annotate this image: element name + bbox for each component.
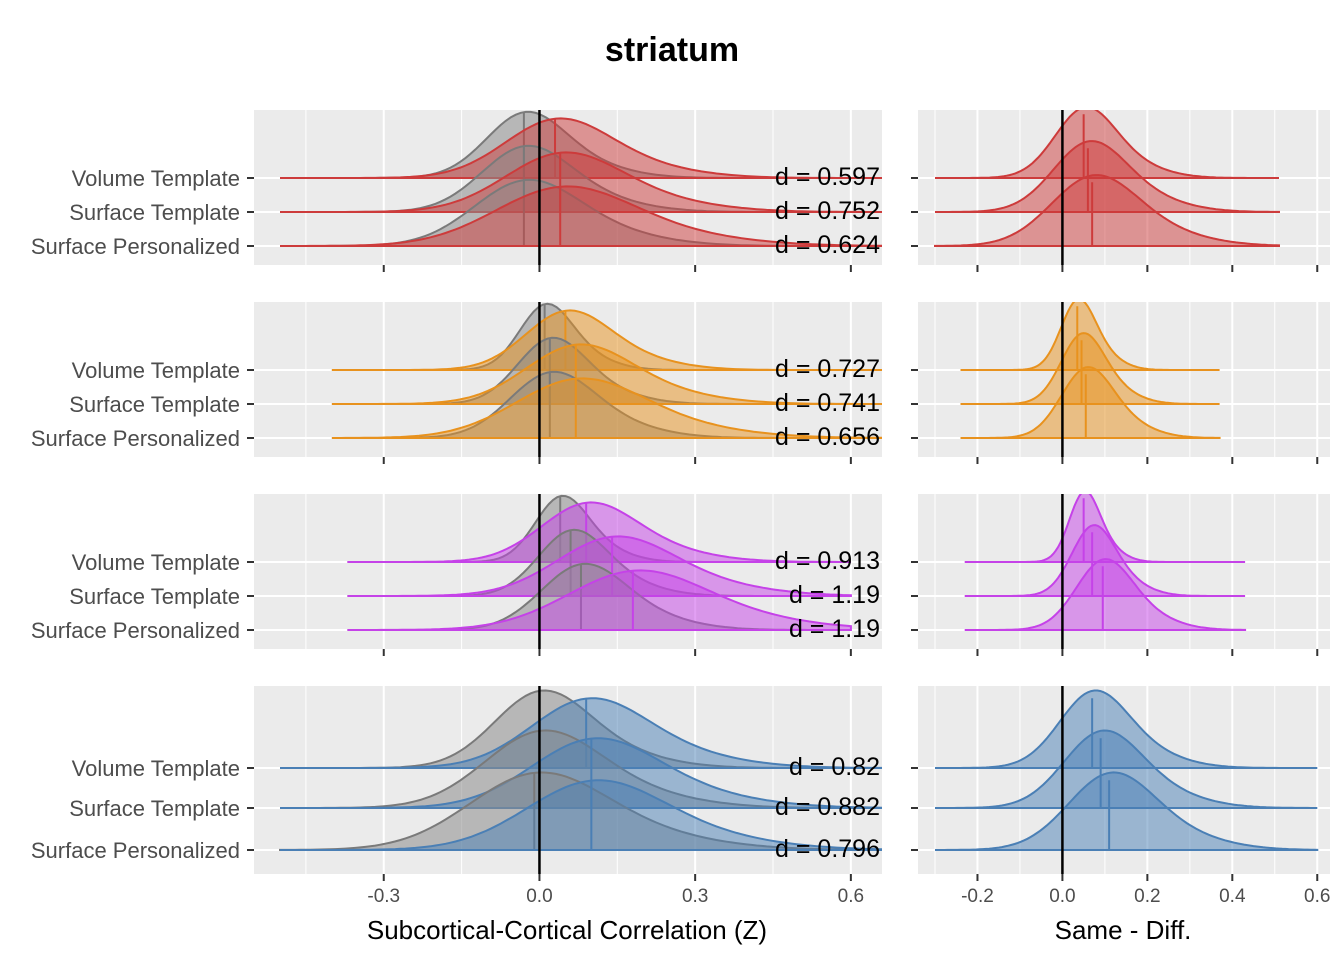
y-axis-label: Surface Template [69,796,240,821]
right-x-tick-label: 0.0 [1049,886,1075,907]
effect-size-label: d = 0.741 [775,389,880,417]
y-axis-label: Surface Template [69,200,240,225]
difference-density-ridge [964,558,1247,631]
difference-density-ridge [935,110,1279,179]
effect-size-label: d = 0.597 [775,163,880,191]
right-x-tick-label: -0.2 [961,886,994,907]
left-ridges [279,689,882,851]
left-ridges [347,494,852,631]
chart-title: striatum [605,31,739,69]
y-axis-label: Volume Template [72,756,240,781]
left-x-axis-title: Subcortical-Cortical Correlation (Z) [367,915,767,945]
left-x-tick-label: 0.3 [682,886,708,907]
difference-density-ridge [964,494,1246,563]
same-density-ridge [347,569,852,631]
effect-size-label: d = 1.19 [789,615,880,643]
same-density-ridge [280,185,882,247]
y-axis-label: Surface Personalized [31,618,240,643]
left-x-tick-label: -0.3 [367,886,400,907]
same-density-ridge [331,309,882,371]
same-density-ridge [331,377,882,439]
y-axis-label: Volume Template [72,166,240,191]
y-axis-label: Surface Personalized [31,234,240,259]
same-density-ridge [331,343,882,405]
same-density-ridge [280,117,882,179]
right-x-tick-label: 0.4 [1219,886,1246,907]
left-x-tick-label: 0.6 [838,886,864,907]
effect-size-label: d = 0.752 [775,197,880,225]
y-axis-label: Surface Personalized [31,426,240,451]
effect-size-label: d = 1.19 [789,581,880,609]
effect-size-label: d = 0.727 [775,355,880,383]
y-axis-label: Surface Template [69,392,240,417]
right-x-tick-label: 0.2 [1134,886,1160,907]
left-x-tick-label: 0.0 [526,886,552,907]
difference-density-ridge [960,366,1221,439]
plot-layer: d = 0.597 d = 0.752 d = 0.624 Volume Templa… [31,110,1330,907]
same-density-ridge [280,779,882,851]
y-axis-label: Surface Personalized [31,838,240,863]
difference-density-ridge [935,689,1318,769]
right-ridges [964,494,1247,631]
left-ridges [331,302,882,439]
effect-size-label: d = 0.656 [775,423,880,451]
right-ridges [935,689,1319,851]
right-ridges [934,110,1280,247]
effect-size-label: d = 0.624 [775,231,880,259]
y-axis-label: Volume Template [72,550,240,575]
difference-density-ridge [934,174,1280,247]
y-axis-label: Surface Template [69,584,240,609]
difference-density-ridge [935,771,1319,851]
effect-size-label: d = 0.882 [775,793,880,821]
effect-size-label: d = 0.913 [775,547,880,575]
right-x-axis-title: Same - Diff. [1055,915,1192,945]
right-ridges [960,302,1221,439]
difference-density-ridge [935,729,1318,809]
effect-size-label: d = 0.82 [789,753,880,781]
right-x-tick-label: 0.6 [1304,886,1330,907]
same-density-ridge [280,151,882,213]
same-density-ridge [347,501,851,563]
same-density-ridge [280,737,882,809]
y-axis-label: Volume Template [72,358,240,383]
left-ridges [280,110,882,247]
effect-size-label: d = 0.796 [775,835,880,863]
